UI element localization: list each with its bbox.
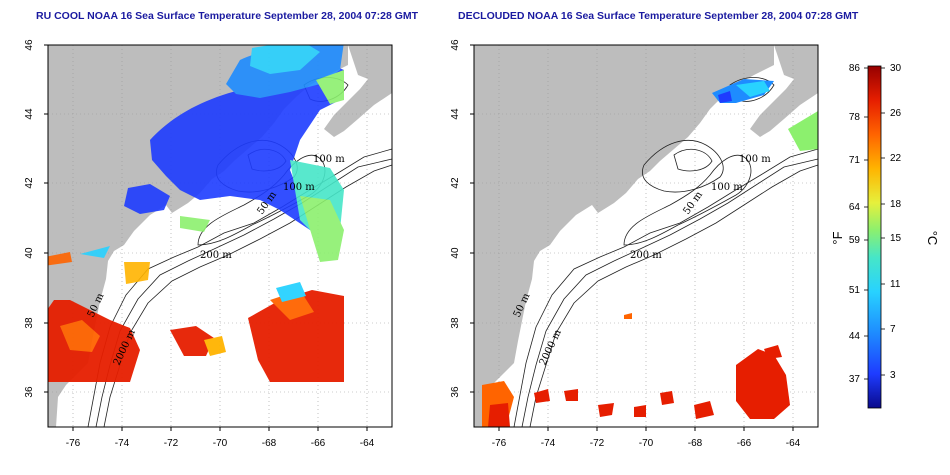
- lat-tick-left: 42: [24, 177, 35, 189]
- lat-tick-right: 44: [450, 108, 461, 120]
- colorbar-gradient: [867, 65, 882, 409]
- lat-tick-right: 38: [450, 317, 461, 329]
- contour-label-200m: 200 m: [630, 250, 662, 261]
- lon-tick-left: -64: [360, 438, 375, 449]
- lat-tick-left: 46: [24, 39, 35, 51]
- lon-tick-left: -72: [164, 438, 179, 449]
- celsius-unit-label: °C: [925, 231, 940, 246]
- celsius-tick: 22: [890, 153, 902, 164]
- lat-tick-right: 40: [450, 247, 461, 259]
- celsius-tick: 11: [890, 279, 901, 290]
- lon-tick-right: -70: [639, 438, 654, 449]
- lon-tick-left: -68: [262, 438, 277, 449]
- fahrenheit-tick: 59: [849, 235, 861, 246]
- fahrenheit-tick: 64: [849, 202, 861, 213]
- lat-tick-right: 46: [450, 39, 461, 51]
- right-map-panel: 100 m 100 m 50 m 200 m 50 m 2000 m -76 -…: [450, 39, 819, 449]
- fahrenheit-tick: 71: [849, 155, 861, 166]
- left-sst-overlay: [48, 45, 344, 382]
- contour-label-100m-a: 100 m: [313, 154, 345, 165]
- lon-tick-right: -72: [590, 438, 605, 449]
- lon-tick-left: -70: [213, 438, 228, 449]
- lat-tick-left: 40: [24, 247, 35, 259]
- fahrenheit-tick: 51: [849, 285, 861, 296]
- lon-tick-right: -64: [786, 438, 801, 449]
- celsius-tick: 3: [890, 370, 896, 381]
- lat-tick-right: 36: [450, 386, 461, 398]
- fahrenheit-tick: 86: [849, 63, 861, 74]
- lon-tick-left: -74: [115, 438, 130, 449]
- celsius-tick: 7: [890, 324, 896, 335]
- contour-label-100m-b: 100 m: [283, 182, 315, 193]
- lat-tick-left: 38: [24, 317, 35, 329]
- right-map-title: DECLOUDED NOAA 16 Sea Surface Temperatur…: [458, 10, 859, 22]
- fahrenheit-unit-label: °F: [830, 231, 845, 244]
- lon-tick-left: -76: [66, 438, 81, 449]
- lon-tick-right: -74: [541, 438, 556, 449]
- celsius-tick: 30: [890, 63, 902, 74]
- lon-tick-right: -66: [737, 438, 752, 449]
- left-map-title: RU COOL NOAA 16 Sea Surface Temperature …: [36, 10, 419, 22]
- fahrenheit-tick: 37: [849, 374, 861, 385]
- celsius-tick: 18: [890, 199, 902, 210]
- temperature-colorbar: 86 78 71 64 59 51 44 37 30 26 22 18 15 1…: [830, 63, 940, 409]
- contour-label-200m: 200 m: [200, 250, 232, 261]
- lat-tick-right: 42: [450, 177, 461, 189]
- lon-tick-right: -68: [688, 438, 703, 449]
- left-map-panel: 100 m 100 m 50 m 200 m 50 m 2000 m -76 -…: [24, 39, 393, 449]
- lat-tick-left: 36: [24, 386, 35, 398]
- celsius-tick: 26: [890, 108, 902, 119]
- lon-tick-left: -66: [311, 438, 326, 449]
- lat-tick-left: 44: [24, 108, 35, 120]
- contour-label-100m-a: 100 m: [739, 154, 771, 165]
- fahrenheit-tick: 78: [849, 112, 861, 123]
- celsius-tick: 15: [890, 233, 902, 244]
- right-sst-overlay: [482, 79, 818, 427]
- contour-label-100m-b: 100 m: [711, 182, 743, 193]
- fahrenheit-tick: 44: [849, 331, 861, 342]
- lon-tick-right: -76: [492, 438, 507, 449]
